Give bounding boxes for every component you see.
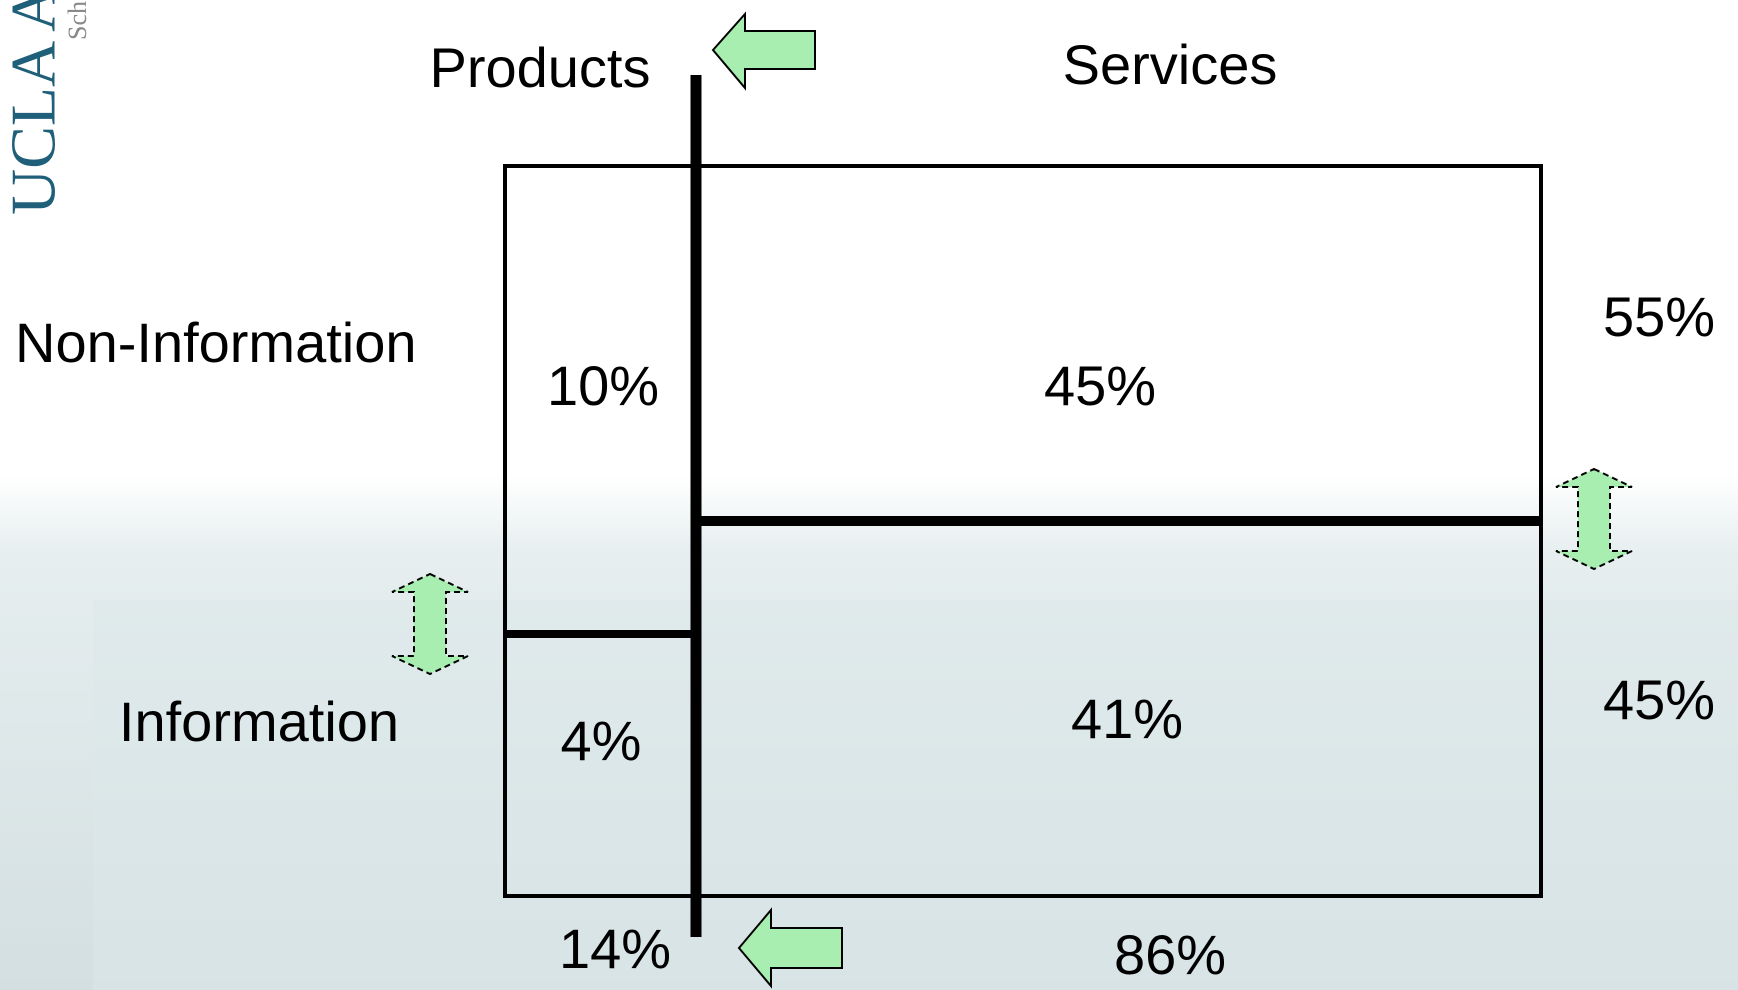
column-total: 86% <box>1114 923 1226 986</box>
row-total: 45% <box>1603 668 1715 731</box>
cell-value: 4% <box>561 709 642 772</box>
cell-value: 45% <box>1044 354 1156 417</box>
double-arrow <box>1555 467 1633 571</box>
column-total: 14% <box>559 917 671 980</box>
double-arrow <box>391 572 469 676</box>
row-label: Non-Information <box>15 311 417 374</box>
column-label: Services <box>1063 33 1278 96</box>
cell-value: 10% <box>547 354 659 417</box>
column-label: Products <box>430 36 651 99</box>
matrix-box <box>503 164 1543 898</box>
row-total: 55% <box>1603 285 1715 348</box>
cell-value: 41% <box>1071 687 1183 750</box>
arrow-left <box>711 11 816 91</box>
row-label: Information <box>119 690 399 753</box>
arrow-left <box>737 907 843 989</box>
logo-subtitle: Sch <box>63 1 92 40</box>
logo-title: UCLA A <box>0 0 69 215</box>
background-photo <box>93 600 1738 990</box>
